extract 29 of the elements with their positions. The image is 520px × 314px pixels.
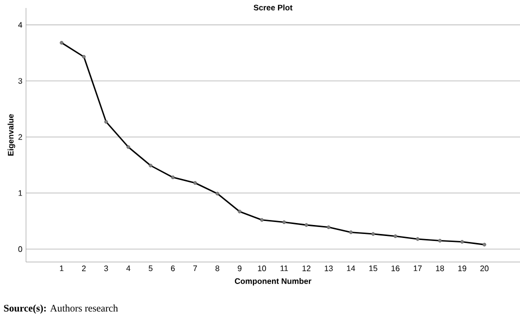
x-tick-label: 3 [104,266,108,272]
x-tick-label: 9 [238,266,242,272]
y-tick-label: 3 [18,78,22,84]
chart-title: Scree Plot [254,4,292,10]
x-tick-label: 1 [60,266,64,272]
x-tick-label: 12 [302,266,310,272]
x-tick-label: 14 [347,266,356,272]
x-tick-label: 8 [215,266,220,272]
x-tick-label: 11 [280,266,288,272]
y-tick-label: 4 [18,22,22,28]
x-axis-title: Component Number [234,278,312,286]
x-tick-label: 16 [392,266,400,272]
x-tick-label: 20 [480,266,489,272]
text: Source(s): Authors research [4,304,118,314]
y-tick-label: 1 [18,190,22,196]
x-tick-label: 15 [369,266,378,272]
x-tick-label: 6 [171,266,175,272]
x-tick-label: 2 [82,266,86,272]
x-tick-label: 17 [414,266,422,272]
x-tick-label: 18 [436,266,444,272]
x-tick-label: 19 [458,266,466,272]
x-tick-label: 7 [193,266,197,272]
y-tick-label: 0 [18,246,22,252]
x-tick-label: 10 [258,266,266,272]
y-tick-label: 2 [18,134,22,140]
y-axis-title: Eigenvalue [8,114,16,156]
x-tick-label: 13 [324,266,333,272]
x-tick-label: 4 [126,266,130,272]
x-tick-label: 5 [148,266,152,272]
